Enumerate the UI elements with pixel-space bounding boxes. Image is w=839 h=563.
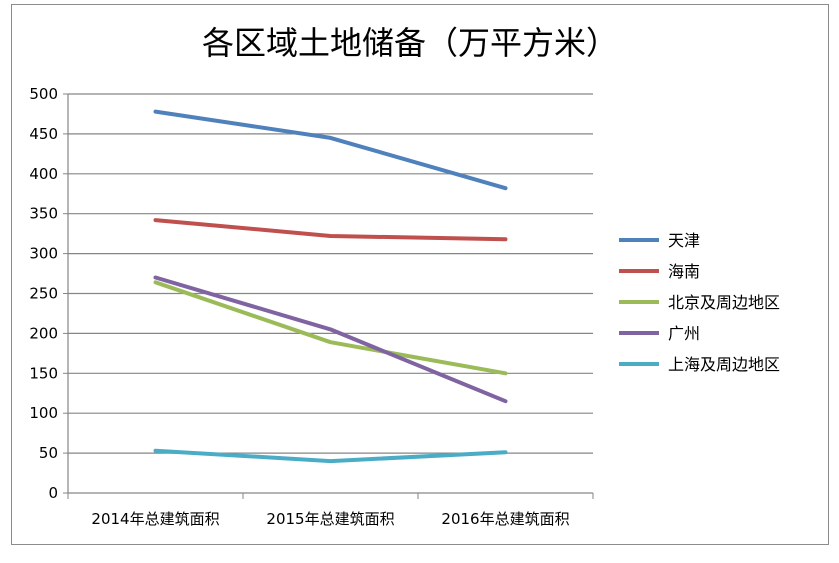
series-lines — [153, 109, 508, 464]
y-tick-label: 500 — [29, 85, 58, 103]
series-line-3 — [153, 275, 508, 404]
y-tick-label: 350 — [29, 205, 58, 223]
legend-label: 北京及周边地区 — [668, 293, 780, 312]
y-tick-label: 150 — [29, 364, 58, 382]
y-tick-label: 400 — [29, 165, 58, 183]
y-tick-label: 300 — [29, 245, 58, 263]
y-tick-label: 250 — [29, 285, 58, 303]
y-tick-label: 0 — [48, 484, 58, 502]
y-tick-label: 100 — [29, 404, 58, 422]
x-tick-label: 2016年总建筑面积 — [441, 510, 569, 528]
series-line-2 — [153, 280, 508, 376]
legend-label: 天津 — [668, 231, 700, 250]
axes: 0 50 100 150 200 250 300 350 400 450 500 2014年总建筑面积… — [29, 85, 594, 528]
gridlines — [68, 93, 593, 454]
y-tick-label: 450 — [29, 125, 58, 143]
series-line-0 — [153, 109, 508, 191]
x-tick-label: 2014年总建筑面积 — [91, 510, 219, 528]
legend-label: 上海及周边地区 — [668, 355, 780, 374]
y-tick-label: 50 — [39, 444, 58, 462]
series-line-4 — [153, 448, 508, 464]
y-tick-label: 200 — [29, 324, 58, 342]
legend-label: 广州 — [668, 324, 700, 343]
chart-title: 各区域土地储备（万平方米） — [202, 24, 618, 62]
series-line-1 — [153, 218, 508, 242]
legend-label: 海南 — [668, 262, 700, 281]
x-tick-label: 2015年总建筑面积 — [266, 510, 394, 528]
